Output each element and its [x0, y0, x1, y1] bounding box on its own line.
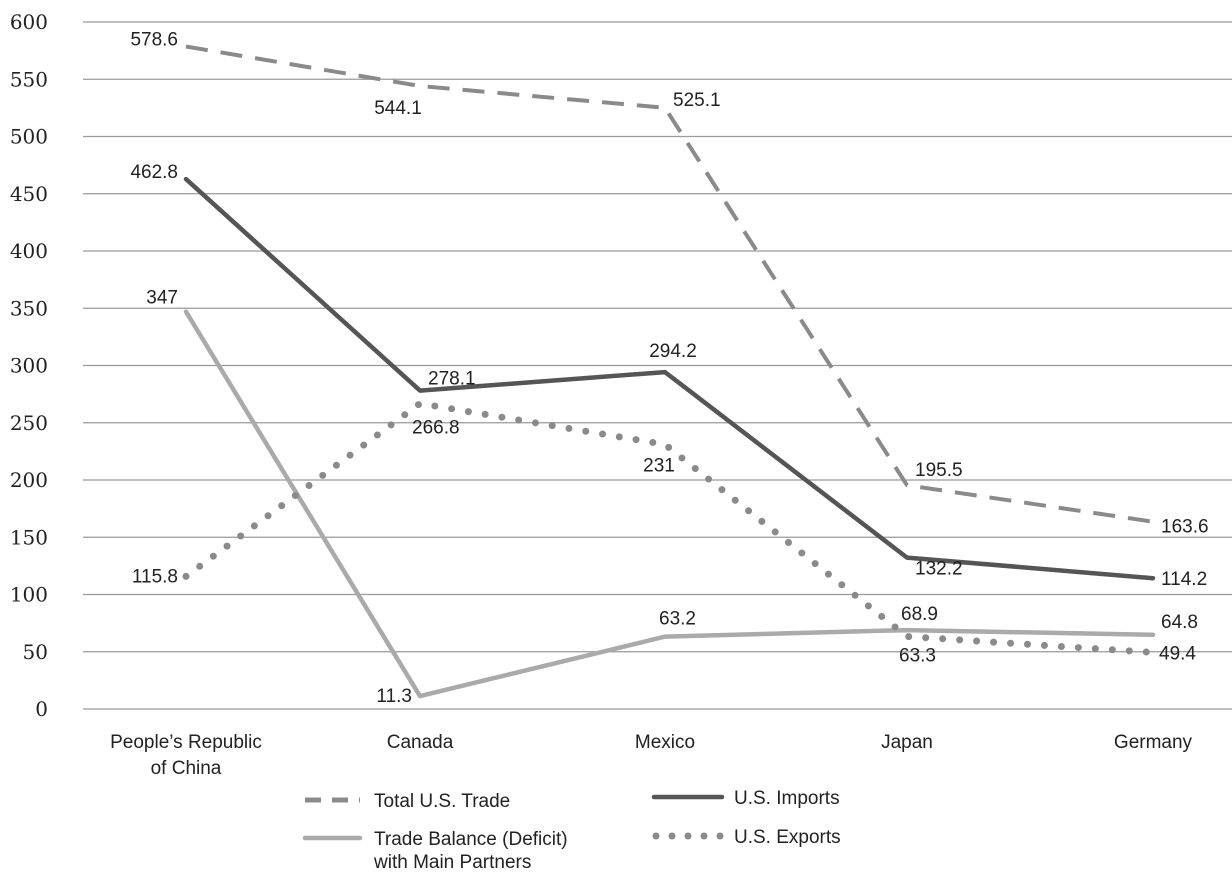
y-tick-label: 300 — [10, 354, 48, 378]
y-tick-label: 200 — [10, 468, 48, 492]
legend-label-imports: U.S. Imports — [734, 788, 840, 809]
legend-label-line: U.S. Exports — [734, 827, 841, 848]
y-tick-label: 500 — [10, 125, 48, 149]
x-category-label: Germany — [1114, 732, 1193, 753]
y-axis-ticks: 0 50 100 150 200 250 300 350 400 450 500 550 600 — [10, 10, 48, 721]
legend-label-line: Trade Balance (Deficit) — [374, 829, 568, 850]
data-label-exports: 63.3 — [899, 646, 936, 667]
x-category-line: of China — [151, 758, 222, 779]
y-tick-label: 0 — [35, 697, 48, 721]
series-line-balance — [183, 309, 1156, 699]
y-tick-label: 100 — [10, 583, 48, 607]
y-tick-label: 50 — [23, 640, 48, 664]
legend-label-line: with Main Partners — [373, 852, 531, 873]
series-line-total — [185, 44, 1154, 524]
x-category-label: Mexico — [635, 732, 695, 753]
y-tick-label: 350 — [10, 296, 48, 320]
gridlines — [83, 21, 1232, 710]
data-label-balance: 347 — [146, 288, 178, 309]
y-tick-label: 150 — [10, 525, 48, 549]
x-category-label: Japan — [881, 732, 933, 753]
data-label-exports: 115.8 — [132, 566, 178, 587]
data-label-imports: 114.2 — [1161, 569, 1207, 590]
x-axis-categories: People’s Republic of China Canada Mexico Jap… — [110, 732, 1192, 779]
x-category-line: People’s Republic — [110, 732, 262, 753]
data-label-balance: 11.3 — [376, 686, 412, 707]
data-label-total: 525.1 — [673, 90, 721, 111]
legend-label-exports: U.S. Exports — [734, 827, 841, 848]
x-category-line: Japan — [881, 732, 933, 753]
x-category-line: Germany — [1114, 732, 1193, 753]
y-tick-label: 400 — [10, 239, 48, 263]
data-label-exports: 231 — [643, 456, 675, 477]
data-label-total: 544.1 — [374, 98, 422, 119]
y-tick-label: 450 — [10, 182, 48, 206]
legend-label-total: Total U.S. Trade — [374, 791, 510, 812]
legend-label-balance: Trade Balance (Deficit) with Main Partner… — [373, 829, 568, 873]
series-line-imports — [183, 176, 1156, 581]
y-tick-label: 600 — [10, 10, 48, 34]
data-label-balance: 64.8 — [1161, 612, 1198, 633]
data-label-imports: 294.2 — [649, 341, 697, 362]
x-category-line: Mexico — [635, 732, 695, 753]
data-labels: 578.6 544.1 525.1 195.5 163.6 462.8 278.1 294.2… — [130, 30, 1208, 708]
legend-label-line: Total U.S. Trade — [374, 791, 510, 812]
x-category-label: Canada — [387, 732, 454, 753]
data-label-total: 163.6 — [1161, 517, 1209, 538]
y-tick-label: 250 — [10, 411, 48, 435]
legend: Total U.S. Trade U.S. Imports Trade Balanc… — [302, 788, 841, 873]
y-tick-label: 550 — [10, 67, 48, 91]
data-label-balance: 68.9 — [901, 604, 938, 625]
legend-label-line: U.S. Imports — [734, 788, 840, 809]
data-label-exports: 266.8 — [412, 418, 460, 439]
data-label-imports: 132.2 — [915, 559, 963, 580]
data-label-balance: 63.2 — [659, 609, 696, 630]
x-category-label: People’s Republic of China — [110, 732, 262, 779]
data-label-total: 578.6 — [130, 30, 178, 51]
data-label-exports: 49.4 — [1159, 643, 1196, 664]
series-lines — [182, 44, 1157, 699]
x-category-line: Canada — [387, 732, 454, 753]
data-label-total: 195.5 — [915, 460, 963, 481]
data-label-imports: 462.8 — [130, 162, 178, 183]
data-label-imports: 278.1 — [428, 369, 476, 390]
